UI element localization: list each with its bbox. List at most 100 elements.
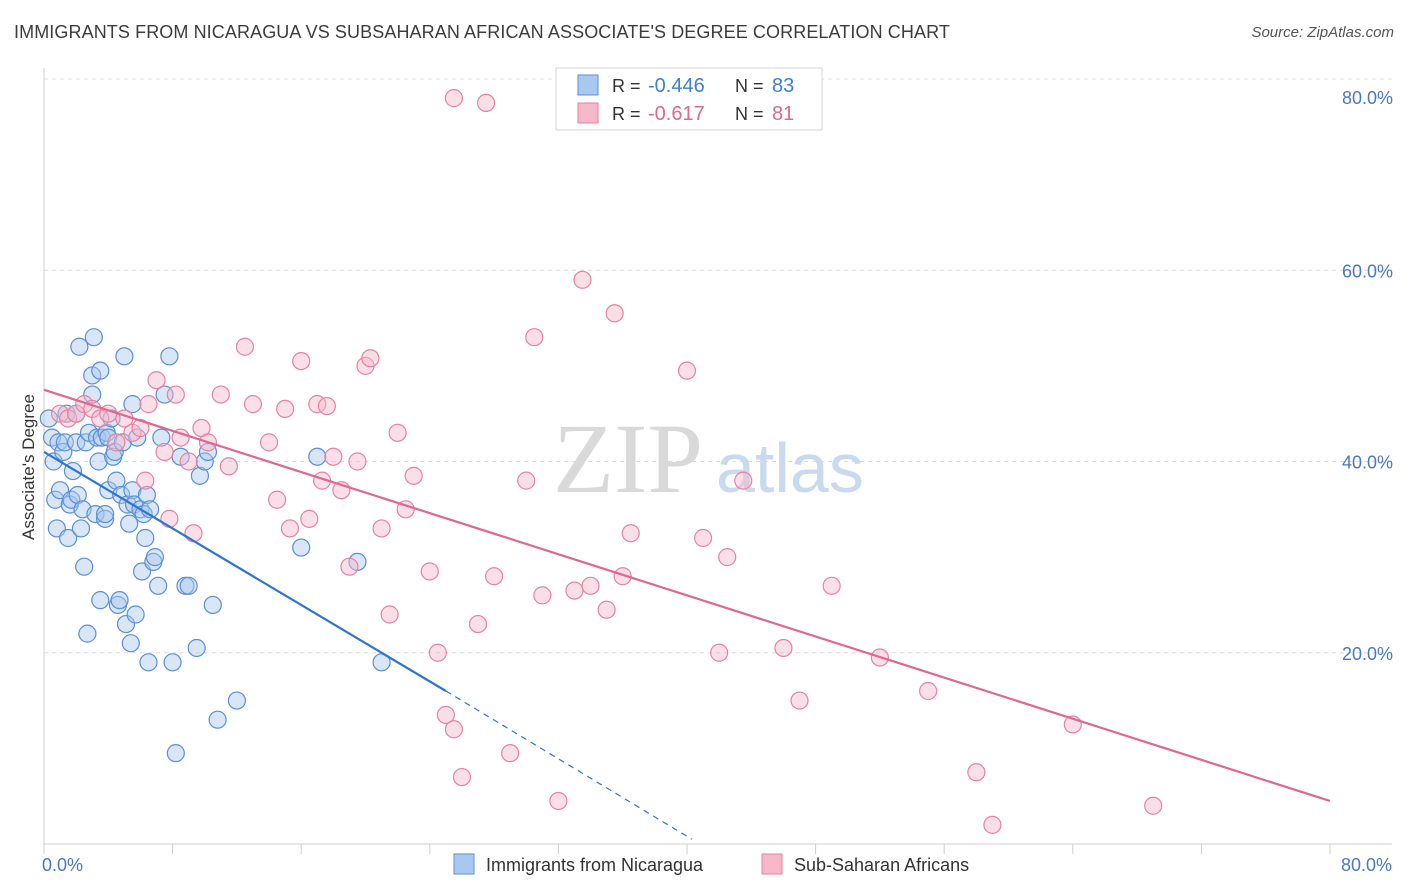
scatter-point bbox=[605, 304, 624, 323]
scatter-point bbox=[84, 328, 103, 347]
scatter-point bbox=[613, 567, 632, 586]
scatter-point bbox=[68, 485, 87, 505]
scatter-point bbox=[324, 447, 343, 466]
legend-n-value: 83 bbox=[772, 75, 794, 97]
x-tick-label: 0.0% bbox=[42, 855, 83, 875]
scatter-point bbox=[444, 89, 464, 108]
chart-title: IMMIGRANTS FROM NICARAGUA VS SUBSAHARAN … bbox=[14, 22, 950, 42]
scatter-point bbox=[468, 614, 488, 634]
scatter-point bbox=[67, 433, 86, 452]
scatter-point bbox=[123, 395, 142, 414]
axes bbox=[43, 68, 1392, 854]
scatter-point bbox=[160, 347, 179, 366]
legend-bottom-swatch bbox=[761, 853, 783, 875]
scatter-point bbox=[49, 433, 68, 452]
source-label: Source: ZipAtlas.com bbox=[1251, 24, 1394, 41]
scatter-point bbox=[113, 433, 132, 452]
scatter-point bbox=[581, 576, 600, 595]
scatter-point bbox=[774, 638, 793, 658]
scatter-point bbox=[115, 347, 134, 366]
scatter-point bbox=[677, 361, 697, 380]
legend-bottom: Immigrants from Nicaragua Sub-Saharan Afr… bbox=[453, 853, 969, 875]
scatter-point bbox=[404, 466, 423, 485]
tick-labels: 0.0% 80.0% 20.0% 40.0% 60.0% 80.0% bbox=[42, 88, 1393, 875]
y-tick-label: 20.0% bbox=[1342, 644, 1393, 664]
y-axis-label: Associate's Degree bbox=[19, 394, 38, 540]
scatter-point bbox=[147, 371, 166, 390]
scatter-point bbox=[790, 691, 809, 710]
scatter-point bbox=[126, 605, 145, 624]
legend-r-value: -0.617 bbox=[648, 103, 705, 125]
watermark-atlas: atlas bbox=[716, 429, 864, 507]
scatter-point bbox=[163, 653, 182, 672]
scatter-point bbox=[533, 586, 552, 605]
scatter-point bbox=[693, 528, 713, 548]
scatter-point bbox=[78, 624, 97, 643]
trend-line-1 bbox=[43, 450, 447, 692]
legend-n-value: 81 bbox=[772, 103, 794, 125]
trend-line-2 bbox=[43, 388, 1331, 803]
scatter-point bbox=[718, 548, 737, 567]
legend-r-value: -0.446 bbox=[648, 75, 705, 97]
scatter-point bbox=[39, 409, 58, 428]
scatter-point bbox=[184, 524, 203, 543]
scatter-point bbox=[573, 270, 592, 289]
scatter-point bbox=[227, 691, 246, 710]
scatter-point bbox=[190, 466, 210, 485]
legend-bottom-swatch bbox=[453, 853, 475, 875]
scatter-point bbox=[71, 519, 91, 538]
scatter-point bbox=[501, 744, 520, 763]
scatter-point bbox=[259, 433, 279, 452]
scatter-point bbox=[300, 509, 319, 528]
trend-line-extension bbox=[445, 690, 693, 840]
scatter-point bbox=[91, 361, 110, 380]
scatter-point bbox=[597, 600, 616, 619]
scatter-point bbox=[75, 557, 94, 576]
scatter-point bbox=[525, 328, 544, 347]
scatter-point bbox=[136, 528, 155, 548]
watermark-zip: ZIP bbox=[553, 403, 703, 514]
scatter-point bbox=[121, 634, 140, 653]
scatter-point bbox=[203, 595, 222, 615]
scatter-point bbox=[116, 614, 136, 634]
legend-n-label: N = bbox=[735, 76, 764, 96]
scatter-point bbox=[110, 591, 129, 610]
scatter-point bbox=[420, 562, 439, 581]
scatter-point bbox=[166, 385, 185, 404]
data-points bbox=[39, 89, 1163, 834]
scatter-point bbox=[476, 93, 496, 113]
scatter-point bbox=[160, 509, 179, 528]
scatter-point bbox=[267, 490, 287, 509]
scatter-point bbox=[517, 471, 536, 490]
scatter-point bbox=[91, 591, 110, 610]
scatter-point bbox=[89, 452, 108, 471]
legend-bottom-label: Immigrants from Nicaragua bbox=[486, 855, 704, 875]
legend-top: R = -0.446 N = 83 R = -0.617 N = 81 bbox=[555, 67, 823, 131]
scatter-point bbox=[171, 428, 190, 447]
scatter-point bbox=[137, 485, 156, 505]
scatter-point bbox=[317, 396, 337, 416]
gridlines bbox=[44, 78, 1392, 654]
scatter-point bbox=[107, 433, 126, 452]
scatter-point bbox=[621, 524, 640, 543]
scatter-point bbox=[276, 399, 295, 419]
scatter-point bbox=[983, 815, 1002, 834]
scatter-point bbox=[428, 643, 447, 662]
scatter-point bbox=[139, 395, 158, 414]
scatter-point bbox=[145, 548, 165, 567]
scatter-point bbox=[308, 447, 327, 466]
scatter-point bbox=[710, 643, 729, 662]
x-tick-label: 80.0% bbox=[1341, 855, 1392, 875]
scatter-point bbox=[822, 576, 841, 595]
scatter-point bbox=[380, 605, 399, 624]
scatter-point bbox=[485, 567, 504, 586]
scatter-point bbox=[292, 538, 311, 557]
scatter-point bbox=[444, 720, 464, 739]
scatter-point bbox=[139, 653, 158, 672]
scatter-point bbox=[155, 442, 174, 462]
y-tick-label: 80.0% bbox=[1342, 88, 1393, 108]
scatter-point bbox=[348, 452, 367, 471]
scatter-point bbox=[361, 349, 380, 368]
scatter-point bbox=[86, 504, 105, 524]
